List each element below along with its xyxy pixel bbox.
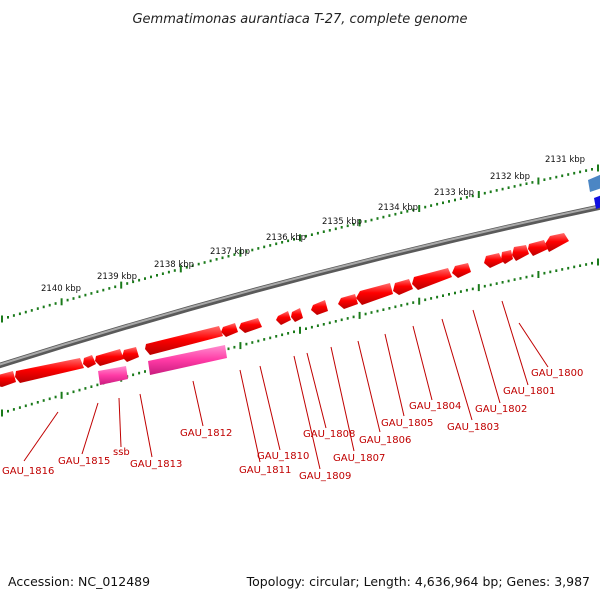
ssb-arrow	[148, 345, 227, 375]
gene-arrow	[356, 283, 393, 305]
gene-label: GAU_1813	[130, 459, 182, 470]
genome-summary-text: Topology: circular; Length: 4,636,964 bp…	[246, 574, 590, 589]
scale-label: 2139 kbp	[97, 272, 137, 282]
scale-label: 2132 kbp	[490, 172, 530, 182]
gene-arrow	[338, 294, 358, 309]
scale-label: 2140 kbp	[41, 284, 81, 294]
gene-label: GAU_1810	[257, 451, 309, 462]
label-leader-lines	[23, 300, 549, 470]
scale-label: 2131 kbp	[545, 155, 585, 165]
gene-arrow	[452, 263, 471, 278]
gene-label: GAU_1804	[409, 401, 461, 412]
gene-label: GAU_1803	[447, 422, 499, 433]
gene-label: ssb	[113, 447, 130, 458]
gene-arrow	[501, 250, 513, 264]
ssb-features	[98, 345, 227, 385]
gene-label: GAU_1800	[531, 368, 583, 379]
scale-label: 2134 kbp	[378, 203, 418, 213]
gene-arrow	[15, 358, 84, 383]
gene-arrow	[311, 300, 328, 315]
gene-arrow	[95, 349, 124, 366]
gene-arrow	[0, 371, 16, 387]
gene-arrow	[221, 323, 238, 337]
gene-label: GAU_1812	[180, 428, 232, 439]
gene-arrow	[412, 268, 452, 290]
gene-label: GAU_1808	[303, 429, 355, 440]
gene-label: GAU_1805	[381, 418, 433, 429]
gene-label: GAU_1815	[58, 456, 110, 467]
gene-label: GAU_1809	[299, 471, 351, 482]
scale-label: 2137 kbp	[210, 247, 250, 257]
gene-arrow	[83, 355, 96, 368]
gene-arrow	[393, 279, 413, 295]
gene-label: GAU_1811	[239, 465, 291, 476]
gene-arrow	[291, 308, 303, 322]
gene-arrow	[512, 245, 529, 261]
gene-arrow	[545, 233, 569, 252]
scale-label: 2133 kbp	[434, 188, 474, 198]
gene-arrow	[122, 347, 139, 362]
gene-arrow	[145, 326, 223, 355]
outer-scale-ticks	[1, 164, 599, 323]
gene-arrow	[239, 318, 262, 333]
gene-arrow	[528, 240, 548, 256]
gene-label: GAU_1802	[475, 404, 527, 415]
gene-arrow	[276, 311, 291, 325]
scale-label: 2136 kbp	[266, 233, 306, 243]
gene-label: GAU_1806	[359, 435, 411, 446]
gene-features	[0, 233, 569, 387]
gene-label: GAU_1816	[2, 466, 54, 477]
gene-arrow	[484, 253, 503, 268]
gene-label: GAU_1801	[503, 386, 555, 397]
gene-label: GAU_1807	[333, 453, 385, 464]
genome-backbone	[0, 204, 600, 369]
gene-feature-blue	[588, 174, 600, 209]
map-title: Gemmatimonas aurantiaca T-27, complete g…	[132, 12, 467, 27]
scale-labels: 2131 kbp 2132 kbp 2133 kbp 2134 kbp 2135…	[41, 155, 585, 294]
ssb-arrow	[98, 366, 128, 385]
scale-label: 2135 kbp	[322, 217, 362, 227]
accession-text: Accession: NC_012489	[8, 574, 150, 589]
scale-label: 2138 kbp	[154, 260, 194, 270]
gene-labels: GAU_1800 GAU_1801 GAU_1802 GAU_1803 GAU_…	[2, 368, 583, 482]
